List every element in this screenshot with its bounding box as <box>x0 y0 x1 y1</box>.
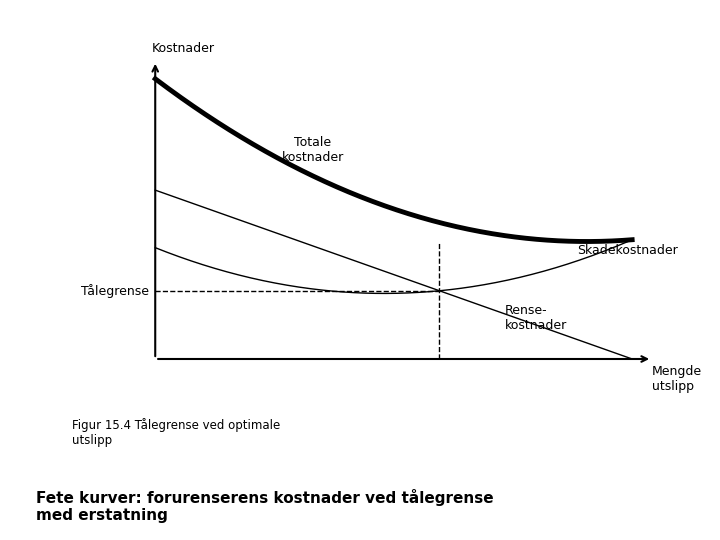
Text: Fete kurver: forurenserens kostnader ved tålegrense
med erstatning: Fete kurver: forurenserens kostnader ved… <box>36 489 494 523</box>
Text: Kostnader: Kostnader <box>152 42 215 55</box>
Text: Figur 15.4 Tålegrense ved optimale
utslipp: Figur 15.4 Tålegrense ved optimale utsli… <box>72 418 280 448</box>
Text: Skadekostnader: Skadekostnader <box>577 245 678 258</box>
Text: Tålegrense: Tålegrense <box>81 284 148 298</box>
Text: Mengde
utslipp: Mengde utslipp <box>652 364 702 393</box>
Text: Rense-
kostnader: Rense- kostnader <box>505 304 567 332</box>
Text: Totale
kostnader: Totale kostnader <box>282 136 343 164</box>
